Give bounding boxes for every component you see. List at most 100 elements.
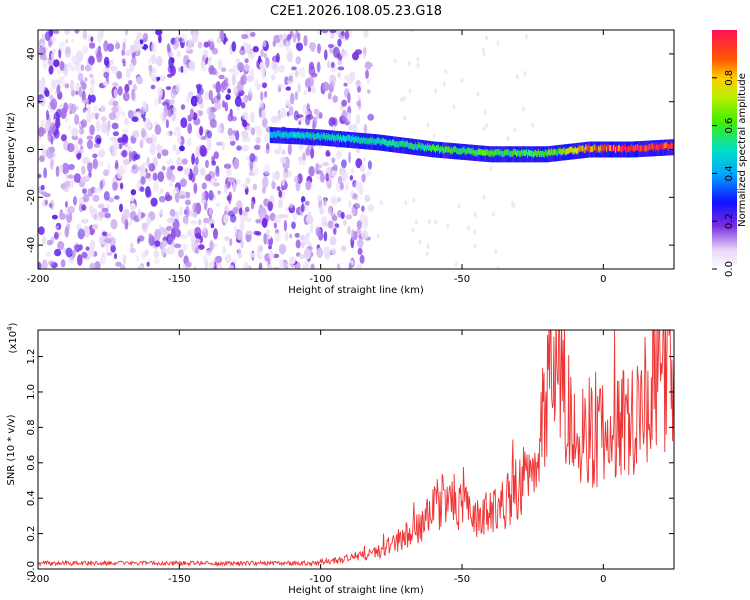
- spectrogram-cell: [103, 81, 108, 86]
- spectrogram-cell: [107, 232, 112, 238]
- spectrogram-cell: [363, 46, 367, 56]
- spectrogram-cell: [218, 74, 225, 80]
- spectrogram-cell: [71, 127, 79, 137]
- x-tick-label: -200: [27, 574, 50, 585]
- spectrogram-cell: [370, 138, 373, 145]
- spectrogram-cell: [473, 243, 477, 249]
- spectrogram-cell: [478, 148, 480, 155]
- spectrogram-cell: [343, 134, 345, 141]
- spectrogram-cell: [364, 137, 367, 144]
- spectrogram-cell: [278, 189, 283, 198]
- spectrogram-cell: [133, 38, 140, 47]
- spectrogram-cell: [281, 179, 285, 186]
- spectrogram-cell: [223, 214, 229, 224]
- spectrogram-cell: [165, 86, 172, 91]
- spectrogram-cell: [615, 146, 617, 153]
- spectrogram-cell: [523, 70, 527, 76]
- spectrogram-cell: [634, 144, 637, 151]
- spectrogram-cell: [373, 138, 376, 144]
- spectrogram-cell: [647, 145, 650, 152]
- spectrogram-cell: [55, 166, 60, 178]
- spectrogram-cell: [275, 52, 280, 63]
- spectrogram-cell: [216, 92, 221, 100]
- spectrogram-cell: [393, 58, 397, 64]
- spectrogram-cell: [341, 159, 347, 169]
- snr-frame: [37, 329, 675, 570]
- spectrogram-cell: [495, 149, 497, 156]
- spectrogram-cell: [129, 202, 136, 211]
- spectrogram-cell: [604, 144, 606, 151]
- spectrogram-cell: [447, 146, 450, 153]
- spectrogram-cell: [49, 30, 54, 36]
- spectrogram-cell: [65, 247, 73, 258]
- spectrogram-cell: [97, 203, 105, 209]
- spectrogram-cell: [300, 203, 305, 213]
- spectrogram-cell: [629, 145, 632, 152]
- spectrogram-cell: [324, 49, 328, 61]
- spectrogram-cell: [186, 137, 192, 147]
- spectrogram-cell: [587, 145, 589, 152]
- spectrogram-cell: [483, 149, 485, 156]
- spectrogram-cell: [108, 99, 113, 106]
- spectrogram-cell: [462, 146, 465, 153]
- spectrogram-cell: [253, 144, 261, 150]
- spectrogram-cell: [208, 190, 214, 201]
- spectrogram-cell: [68, 124, 72, 131]
- spectrogram-cell: [146, 156, 150, 168]
- spectrogram-cell: [636, 144, 639, 151]
- spectrogram-cell: [608, 144, 610, 151]
- spectrogram-cell: [155, 55, 163, 67]
- spectrogram-cell: [133, 153, 141, 160]
- spectrogram-cell: [179, 135, 185, 146]
- spectrogram-cell: [365, 215, 368, 226]
- y-tick-label: -20: [26, 189, 37, 205]
- spectrogram-cell: [122, 38, 128, 43]
- spectrogram-cell: [236, 178, 241, 185]
- spectrogram-cell: [644, 146, 647, 152]
- spectrogram-cell: [288, 105, 294, 116]
- spectrogram-cell: [210, 122, 217, 129]
- spectrogram-cell: [283, 219, 288, 232]
- spectrogram-cell: [241, 144, 250, 152]
- spectrogram-cell: [625, 146, 627, 153]
- spectrogram-cell: [200, 198, 207, 204]
- spectrogram-cell: [438, 144, 440, 151]
- spectrogram-cell: [291, 66, 297, 71]
- spectrogram-cell: [425, 251, 429, 257]
- spectrogram-cell: [203, 91, 211, 101]
- spectrogram-cell: [252, 46, 259, 53]
- spectrogram-cell: [561, 149, 563, 155]
- spectrogram-cell: [139, 186, 145, 192]
- spectrogram-cell: [221, 80, 229, 91]
- spectrogram-cell: [73, 173, 82, 184]
- spectrogram-cell: [285, 214, 289, 219]
- spectrogram-cell: [166, 168, 173, 180]
- spectrogram-cell: [473, 229, 477, 235]
- spectrogram-cell: [463, 146, 466, 153]
- spectrogram-cell: [514, 148, 516, 155]
- x-tick-label: -200: [27, 274, 50, 285]
- spectrogram-cell: [248, 87, 253, 96]
- spectrogram-cell: [540, 151, 543, 158]
- spectrogram-cell: [486, 149, 488, 155]
- spectrogram-cell: [174, 192, 180, 203]
- spectrogram-cell: [427, 219, 431, 224]
- spectrogram-cell: [44, 89, 50, 97]
- spectrogram-cell: [166, 217, 173, 224]
- spectrogram-cell: [75, 50, 84, 63]
- spectrogram-cell: [351, 193, 359, 201]
- spectrogram-cell: [84, 77, 88, 82]
- spectrogram-cell: [490, 151, 492, 158]
- spectrogram-cell: [40, 184, 45, 191]
- spectrogram-cell: [62, 182, 70, 193]
- spectrogram-cell: [338, 133, 340, 140]
- spectrogram-cell: [108, 236, 116, 247]
- spectrogram-cell: [175, 148, 181, 156]
- spectrogram-cell: [337, 175, 343, 185]
- spectrogram-cell: [60, 259, 66, 268]
- spectrogram-cell: [151, 42, 157, 54]
- spectrogram-cell: [312, 120, 316, 132]
- spectrogram-cell: [252, 183, 257, 190]
- spectrogram-cell: [176, 157, 183, 166]
- spectrogram-cell: [344, 182, 349, 191]
